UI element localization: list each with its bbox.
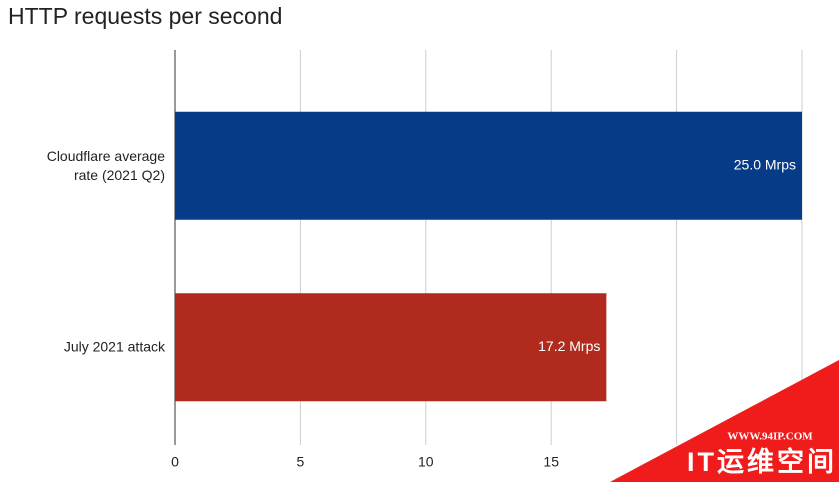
watermark-text: IT运维空间 [687,446,837,477]
x-tick-label: 0 [171,454,179,470]
bar [175,111,802,220]
x-tick-label: 5 [297,454,305,470]
data-label: 17.2 Mrps [538,338,600,354]
y-tick-label: Cloudflare average rate (2021 Q2) [46,147,165,183]
y-tick-label: July 2021 attack [63,338,165,355]
chart-title: HTTP requests per second [8,3,282,29]
bar [175,293,607,402]
watermark-triangle [610,360,839,482]
x-tick-label: 10 [418,454,434,470]
data-label: 25.0 Mrps [734,156,796,172]
watermark-url: WWW.94IP.COM [727,431,813,443]
x-tick-label: 15 [543,454,559,470]
